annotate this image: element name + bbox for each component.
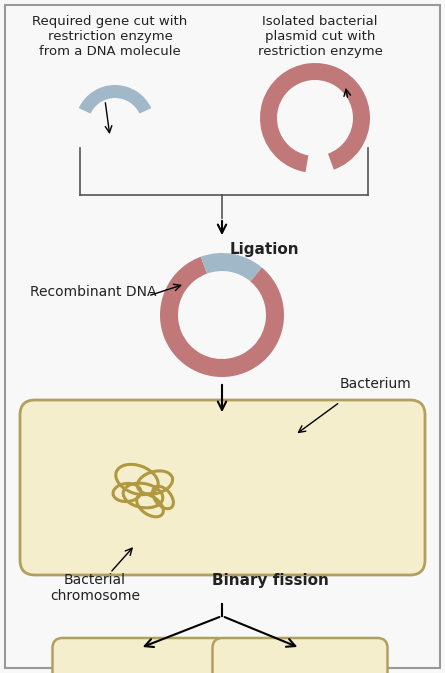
Text: Ligation: Ligation — [230, 242, 299, 257]
Wedge shape — [201, 253, 262, 281]
Text: Binary fission: Binary fission — [211, 573, 328, 588]
FancyBboxPatch shape — [53, 638, 227, 673]
Text: Bacterial
chromosome: Bacterial chromosome — [50, 573, 140, 603]
FancyBboxPatch shape — [20, 400, 425, 575]
Wedge shape — [79, 85, 151, 114]
Wedge shape — [264, 461, 320, 516]
Text: Recombinant DNA: Recombinant DNA — [30, 285, 157, 299]
Text: Bacterium: Bacterium — [340, 377, 412, 391]
Wedge shape — [283, 460, 310, 473]
Wedge shape — [160, 256, 284, 377]
Wedge shape — [260, 63, 370, 172]
FancyBboxPatch shape — [213, 638, 388, 673]
FancyBboxPatch shape — [5, 5, 440, 668]
Wedge shape — [328, 118, 370, 170]
Text: Isolated bacterial
plasmid cut with
restriction enzyme: Isolated bacterial plasmid cut with rest… — [258, 15, 382, 58]
Text: Required gene cut with
restriction enzyme
from a DNA molecule: Required gene cut with restriction enzym… — [32, 15, 188, 58]
